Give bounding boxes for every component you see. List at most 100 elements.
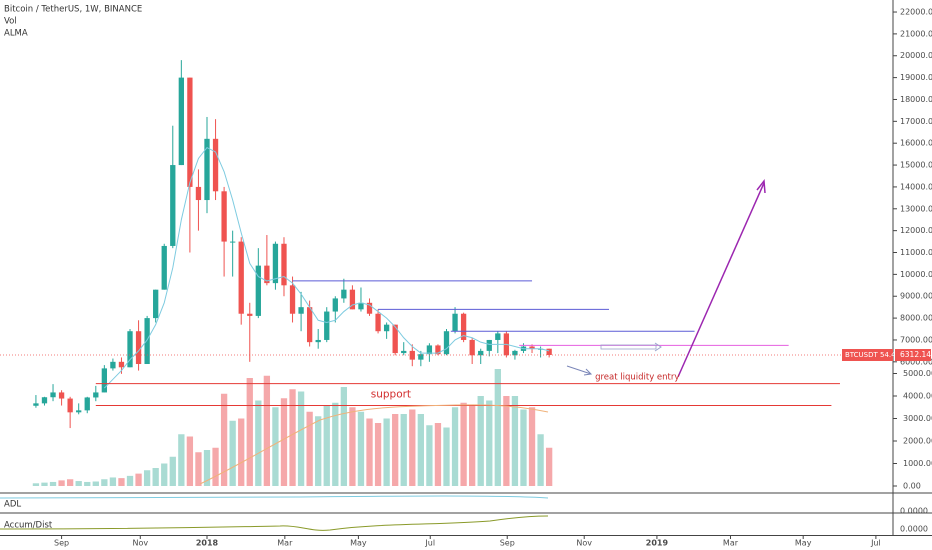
candle-body	[230, 241, 236, 243]
volume-bar	[238, 418, 245, 486]
volume-bar	[297, 391, 305, 486]
volume-ma-line	[199, 404, 549, 485]
candle-body	[272, 243, 279, 284]
candle-body	[435, 345, 441, 355]
candle-body	[546, 348, 552, 356]
candle-body	[289, 285, 296, 314]
volume-bar	[537, 434, 544, 486]
candle-body	[33, 403, 39, 406]
candle-body	[110, 361, 116, 369]
symbol-label: BTCUSDT 54.47%	[845, 351, 907, 359]
volume-bar	[511, 396, 519, 486]
y-tick-label: 18000.00	[900, 95, 932, 104]
candle-body	[358, 302, 364, 310]
candle-body	[170, 165, 176, 246]
adl-line	[0, 495, 549, 499]
x-tick-label: Jul	[870, 539, 881, 548]
volume-bar	[58, 480, 65, 486]
volume-bar	[101, 479, 108, 486]
volume-bar	[169, 456, 176, 486]
volume-bar	[195, 452, 202, 486]
candle-body	[349, 289, 356, 310]
candle-body	[212, 138, 219, 192]
arrow	[600, 344, 657, 350]
volume-bar	[417, 414, 424, 486]
volume-bar	[340, 387, 348, 486]
candle-body	[144, 318, 150, 365]
candle-body	[443, 331, 450, 355]
volume-tick-label: 1000.00	[903, 459, 932, 468]
candle-body	[281, 243, 287, 286]
candle-body	[426, 345, 433, 355]
x-tick-label: Nov	[132, 539, 148, 548]
x-tick-label: Sep	[500, 539, 515, 548]
candle-body	[161, 245, 167, 290]
indicator-legend: ALMA	[4, 29, 28, 39]
candle-body	[452, 313, 458, 332]
volume-bar	[41, 482, 48, 486]
volume-bar	[32, 483, 40, 486]
plot	[0, 60, 893, 486]
volume-tick-label: 0.00	[903, 482, 921, 491]
volume-bar	[392, 414, 399, 486]
volume-bar	[186, 436, 194, 486]
candle-body	[392, 324, 398, 354]
candle-body	[76, 410, 82, 413]
volume-ma	[199, 404, 549, 485]
arrow-head	[756, 179, 766, 194]
candle-body	[178, 77, 184, 166]
y-tick-label: 10000.00	[900, 270, 932, 279]
candle-body	[221, 191, 227, 242]
volume-bar	[255, 400, 262, 486]
volume-bar	[152, 468, 159, 486]
y-tick-label: 7000.00	[900, 335, 932, 344]
arrow-head	[654, 342, 662, 352]
candle-body	[84, 397, 90, 411]
candle-body	[255, 265, 261, 316]
arrow	[677, 182, 765, 378]
volume-bar	[332, 402, 339, 486]
candle-body	[401, 350, 407, 354]
pane-axis-label: 0.0000	[900, 525, 928, 534]
volume-bar	[263, 375, 271, 486]
volume-bar	[528, 407, 536, 486]
volume-bar	[477, 396, 484, 486]
y-tick-label: 20000.00	[900, 51, 932, 60]
volume-bar	[203, 450, 211, 486]
y-tick-label: 11000.00	[900, 248, 932, 257]
arrow-head	[583, 368, 593, 376]
volume-bar	[126, 475, 134, 486]
volume-bar	[135, 473, 142, 486]
volume-bar	[443, 427, 450, 486]
candle-body	[127, 331, 133, 368]
candle-body	[324, 311, 330, 340]
candle-body	[195, 186, 202, 201]
volume-bar	[323, 405, 330, 486]
candle-body	[529, 346, 535, 349]
candle-body	[58, 392, 65, 399]
price-label-box	[895, 349, 931, 362]
candle-body	[332, 298, 338, 312]
y-tick-label: 14000.00	[900, 182, 932, 191]
volume-bar	[460, 402, 467, 486]
volume-bar	[280, 398, 288, 486]
volume-bar	[92, 481, 99, 486]
candle-body	[460, 313, 467, 340]
volume-bar	[84, 481, 91, 486]
volume-bar	[520, 409, 527, 486]
y-tick-label: 8000.00	[900, 314, 932, 323]
pane-label: ADL	[4, 500, 21, 510]
volume-bar	[434, 423, 442, 486]
volume-bar	[426, 425, 433, 486]
price-label: 6312.14	[900, 350, 931, 359]
chart-title: Bitcoin / TetherUS, 1W, BINANCE	[4, 5, 142, 15]
volume-bar	[486, 400, 493, 486]
candle-body	[469, 339, 475, 356]
volume-bar	[383, 418, 390, 486]
candle-body	[264, 265, 270, 284]
volume-bar	[109, 477, 117, 486]
arrows	[566, 179, 766, 378]
candle-body	[187, 77, 193, 187]
x-tick-label: Nov	[576, 539, 592, 548]
candle-body	[315, 339, 321, 343]
